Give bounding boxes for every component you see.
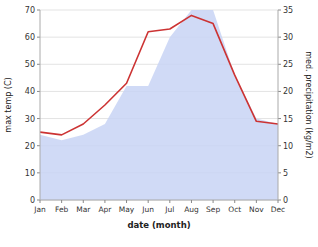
y-tick-label: 50 [25,60,35,69]
x-tick-label: Sep [206,205,220,214]
x-tick-label: Feb [55,205,69,214]
x-tick [191,200,192,203]
x-tick [148,200,149,203]
x-tick [213,200,214,203]
y2-tick-label: 30 [283,33,293,42]
x-tick-label: Jan [33,205,46,214]
x-tick-label: Nov [249,205,264,214]
x-tick-label: Apr [98,205,112,214]
y2-tick-label: 15 [283,115,293,124]
x-tick [169,200,170,203]
x-tick [256,200,257,203]
y2-tick-label: 35 [283,6,293,15]
x-axis [40,200,278,201]
background [0,0,318,247]
y2-axis [278,10,279,200]
precipitation-area [40,10,278,200]
y2-tick-label: 20 [283,87,293,96]
x-tick [278,200,279,203]
chart: 0 10 20 30 40 50 60 70 0 5 10 15 20 25 30 35 Jan Feb Mar Ap… [0,0,318,247]
y-tick-label: 30 [25,115,35,124]
x-tick [83,200,84,203]
x-axis-label: date (month) [127,220,190,230]
temperature-line [40,15,278,134]
x-tick-label: Aug [184,205,199,214]
x-tick [234,200,235,203]
y2-tick-label: 25 [283,60,293,69]
x-tick-label: Oct [228,205,241,214]
plot-area [40,10,278,200]
x-tick-label: Jul [164,205,174,214]
y-axis [40,10,41,200]
y-tick-label: 70 [25,6,35,15]
y2-tick-label: 10 [283,142,293,151]
x-tick-label: Dec [271,205,286,214]
x-tick-label: Jun [141,205,154,214]
y-tick-label: 0 [30,196,35,205]
y2-tick-label: 5 [283,169,288,178]
y-tick-label: 20 [25,142,35,151]
x-tick [40,200,41,203]
y-tick-label: 10 [25,169,35,178]
grid-line [40,200,278,201]
grid [40,10,278,200]
y-tick-label: 40 [25,87,35,96]
x-tick [61,200,62,203]
y-axis-label: max temp (C) [4,77,13,132]
y2-tick-label: 0 [283,196,288,205]
y2-axis-label: med. precipitation (kg/m2) [304,51,313,158]
x-tick [126,200,127,203]
x-tick-label: May [119,205,135,214]
chart-container: 0 10 20 30 40 50 60 70 0 5 10 15 20 25 30 35 Jan Feb Mar Ap… [0,0,318,247]
grid-line [40,10,278,11]
x-tick [104,200,105,203]
x-tick-label: Mar [76,205,91,214]
y-tick-label: 60 [25,33,35,42]
grid-line [40,37,278,38]
